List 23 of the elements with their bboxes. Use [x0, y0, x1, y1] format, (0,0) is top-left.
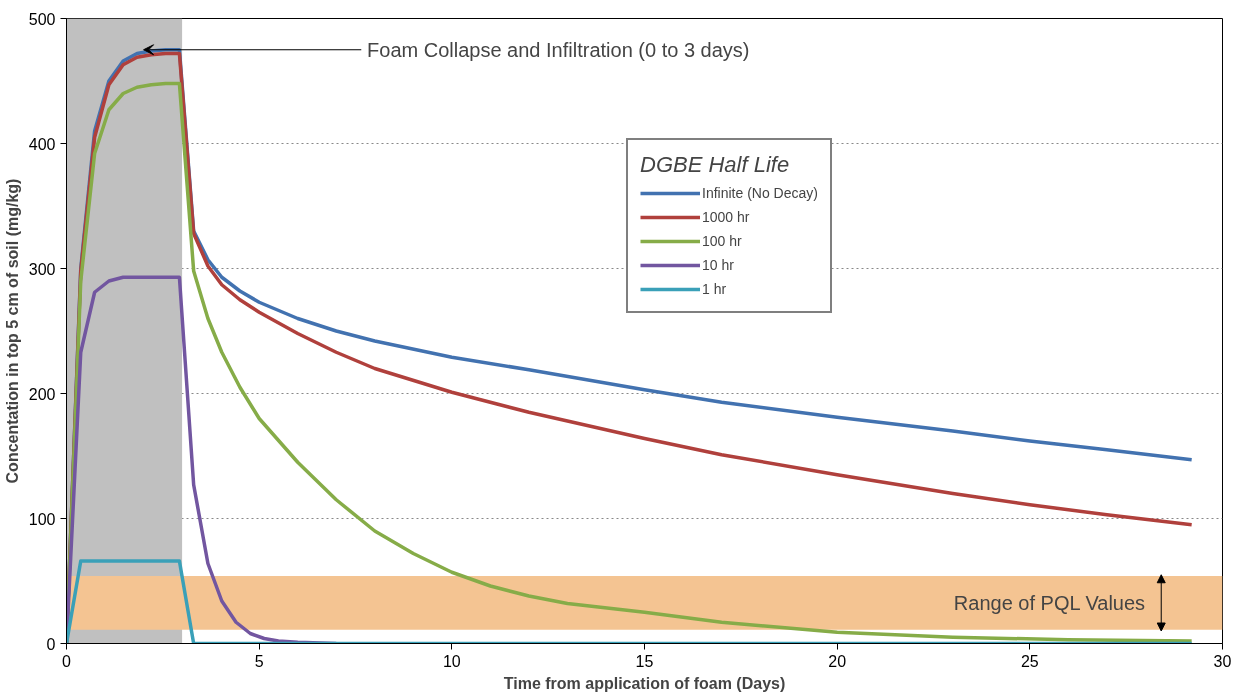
- y-tick-label: 300: [28, 260, 56, 278]
- x-tick-label: 25: [1020, 652, 1039, 670]
- x-tick-label: 10: [442, 652, 461, 670]
- y-tick-label: 400: [28, 135, 56, 153]
- legend-label: 10 hr: [702, 257, 734, 273]
- y-tick-label: 200: [28, 385, 56, 403]
- y-tick-label: 500: [28, 10, 56, 28]
- legend-label: 1 hr: [702, 281, 727, 297]
- y-axis-title: Concentation in top 5 cm of soil (mg/kg): [3, 178, 21, 484]
- band-label: Range of PQL Values: [953, 591, 1146, 614]
- y-tick-label: 0: [46, 635, 56, 653]
- x-tick-label: 0: [62, 652, 72, 670]
- band-label: Foam Collapse and Infiltration (0 to 3 days): [367, 38, 750, 61]
- x-tick-label: 30: [1213, 652, 1232, 670]
- x-tick-label: 5: [254, 652, 264, 670]
- x-axis-title: Time from application of foam (Days): [503, 674, 786, 692]
- legend-label: 1000 hr: [702, 209, 750, 225]
- y-tick-label: 100: [28, 510, 56, 528]
- x-tick-label: 20: [828, 652, 847, 670]
- legend-label: Infinite (No Decay): [702, 185, 818, 201]
- legend-label: 100 hr: [702, 233, 742, 249]
- legend-title: DGBE Half Life: [640, 152, 791, 178]
- x-tick-label: 15: [635, 652, 654, 670]
